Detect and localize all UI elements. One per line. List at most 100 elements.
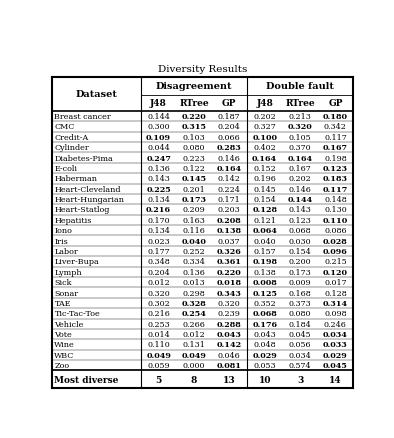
Text: Heart-Cleveland: Heart-Cleveland	[54, 185, 121, 193]
Text: 0.246: 0.246	[324, 320, 347, 328]
Text: 0.348: 0.348	[147, 258, 170, 266]
Text: Iono: Iono	[54, 227, 72, 235]
Text: Credit-A: Credit-A	[54, 134, 89, 141]
Text: 0.342: 0.342	[324, 123, 347, 131]
Text: 0.064: 0.064	[252, 227, 277, 235]
Text: 0.134: 0.134	[147, 196, 170, 204]
Text: 0.184: 0.184	[289, 320, 311, 328]
Text: 0.040: 0.040	[182, 237, 206, 245]
Text: 0.142: 0.142	[217, 341, 242, 349]
Text: 0.320: 0.320	[288, 123, 312, 131]
Text: 0.009: 0.009	[289, 279, 311, 286]
Text: 0.196: 0.196	[253, 175, 276, 183]
Text: 0.298: 0.298	[182, 289, 205, 297]
Text: 0.144: 0.144	[147, 113, 170, 121]
Text: 0.045: 0.045	[289, 330, 311, 338]
Text: Haberman: Haberman	[54, 175, 97, 183]
Text: 10: 10	[258, 375, 271, 384]
Text: Dataset: Dataset	[76, 90, 117, 99]
Text: 0.204: 0.204	[218, 123, 241, 131]
Text: 0.216: 0.216	[147, 310, 170, 318]
Text: 0.143: 0.143	[147, 175, 170, 183]
Text: 0.213: 0.213	[288, 113, 312, 121]
Text: CMC: CMC	[54, 123, 75, 131]
Text: 0.253: 0.253	[147, 320, 170, 328]
Text: 0.068: 0.068	[252, 310, 277, 318]
Text: 0.266: 0.266	[182, 320, 205, 328]
Text: 0.203: 0.203	[218, 206, 241, 214]
Text: Hepatitis: Hepatitis	[54, 216, 92, 224]
Text: RTree: RTree	[285, 99, 315, 108]
Text: 0.154: 0.154	[289, 247, 311, 255]
Text: 0.080: 0.080	[289, 310, 311, 318]
Text: 0.220: 0.220	[217, 268, 242, 276]
Text: J48: J48	[150, 99, 167, 108]
Text: 0.110: 0.110	[323, 216, 348, 224]
Text: 0.023: 0.023	[147, 237, 170, 245]
Text: RTree: RTree	[179, 99, 209, 108]
Text: 0.086: 0.086	[324, 227, 347, 235]
Text: 0.198: 0.198	[324, 154, 347, 162]
Text: 14: 14	[329, 375, 342, 384]
Text: 0.574: 0.574	[289, 361, 311, 369]
Text: 0.167: 0.167	[323, 144, 348, 152]
Text: 0.134: 0.134	[147, 227, 170, 235]
Text: Sonar: Sonar	[54, 289, 78, 297]
Text: J48: J48	[256, 99, 273, 108]
Text: 5: 5	[156, 375, 162, 384]
Text: 0.187: 0.187	[218, 113, 241, 121]
Text: 0.164: 0.164	[217, 165, 242, 173]
Text: 0.200: 0.200	[289, 258, 311, 266]
Text: 0.145: 0.145	[253, 185, 276, 193]
Text: 0.198: 0.198	[252, 258, 277, 266]
Text: 0.044: 0.044	[147, 144, 170, 152]
Text: 0.125: 0.125	[252, 289, 277, 297]
Text: 0.247: 0.247	[146, 154, 171, 162]
Text: TAE: TAE	[54, 299, 71, 307]
Text: 0.105: 0.105	[289, 134, 311, 141]
Text: Heart-Statlog: Heart-Statlog	[54, 206, 110, 214]
Text: 0.109: 0.109	[146, 134, 171, 141]
Text: 0.252: 0.252	[182, 247, 205, 255]
Text: 0.128: 0.128	[252, 206, 277, 214]
Text: 0.223: 0.223	[182, 154, 205, 162]
Text: 0.103: 0.103	[182, 134, 205, 141]
Text: 0.121: 0.121	[253, 216, 276, 224]
Text: 0.177: 0.177	[147, 247, 170, 255]
Text: 0.320: 0.320	[147, 289, 170, 297]
Text: 8: 8	[191, 375, 197, 384]
Text: 0.204: 0.204	[147, 268, 170, 276]
Text: 0.046: 0.046	[218, 351, 241, 359]
Text: 0.131: 0.131	[182, 341, 205, 349]
Text: 0.056: 0.056	[289, 341, 311, 349]
Text: 0.326: 0.326	[217, 247, 242, 255]
Text: 0.201: 0.201	[182, 185, 205, 193]
Text: 0.049: 0.049	[182, 351, 206, 359]
Text: 0.283: 0.283	[217, 144, 242, 152]
Text: Diabetes-Pima: Diabetes-Pima	[54, 154, 113, 162]
Text: 0.059: 0.059	[147, 361, 170, 369]
Text: Liver-Bupa: Liver-Bupa	[54, 258, 99, 266]
Text: 0.152: 0.152	[253, 165, 276, 173]
Text: Sick: Sick	[54, 279, 72, 286]
Text: Vehicle: Vehicle	[54, 320, 84, 328]
Text: 0.043: 0.043	[217, 330, 242, 338]
Text: 0.144: 0.144	[287, 196, 313, 204]
Text: Heart-Hungarian: Heart-Hungarian	[54, 196, 125, 204]
Text: 0.012: 0.012	[182, 330, 205, 338]
Text: 0.361: 0.361	[217, 258, 242, 266]
Text: 0.098: 0.098	[324, 310, 347, 318]
Text: 0.314: 0.314	[323, 299, 348, 307]
Text: Tic-Tac-Toe: Tic-Tac-Toe	[54, 310, 100, 318]
Text: 0.136: 0.136	[182, 268, 205, 276]
Text: Lymph: Lymph	[54, 268, 82, 276]
Text: 0.148: 0.148	[324, 196, 347, 204]
Text: E-coli: E-coli	[54, 165, 78, 173]
Text: 0.315: 0.315	[181, 123, 206, 131]
Text: Cylinder: Cylinder	[54, 144, 89, 152]
Text: 0.254: 0.254	[182, 310, 206, 318]
Text: 0.037: 0.037	[218, 237, 241, 245]
Text: 0.163: 0.163	[182, 216, 205, 224]
Text: 3: 3	[297, 375, 303, 384]
Text: 0.302: 0.302	[147, 299, 170, 307]
